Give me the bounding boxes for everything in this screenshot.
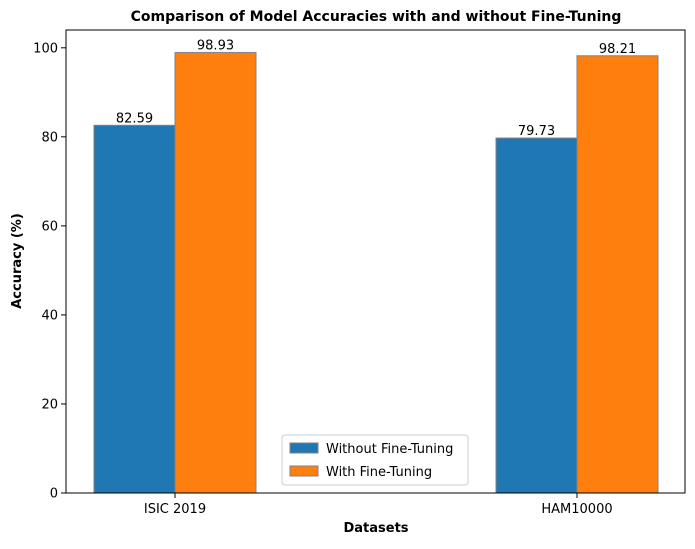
y-tick-label: 0 xyxy=(50,487,58,502)
bars-group xyxy=(93,52,659,494)
legend-box xyxy=(281,434,469,486)
y-axis: 0 20 40 60 80 100 xyxy=(33,41,66,502)
bar-with-fine-tuning-ham10000 xyxy=(576,55,659,494)
legend-label-with-fine-tuning: With Fine-Tuning xyxy=(326,465,432,480)
data-label-without-fine-tuning-ham10000: 79.73 xyxy=(518,124,555,139)
x-tick-label: HAM10000 xyxy=(541,502,612,517)
bar-without-fine-tuning-isic-2019 xyxy=(93,124,176,494)
chart-title: Comparison of Model Accuracies with and … xyxy=(131,9,622,25)
data-label-without-fine-tuning-isic-2019: 82.59 xyxy=(116,111,153,126)
legend-swatch-with-fine-tuning xyxy=(289,465,319,477)
y-tick-label: 100 xyxy=(33,41,58,56)
bar-with-fine-tuning-isic-2019 xyxy=(174,52,257,494)
x-axis: ISIC 2019 HAM10000 xyxy=(144,493,613,517)
y-tick-label: 60 xyxy=(41,219,58,234)
bar-without-fine-tuning-ham10000 xyxy=(495,137,578,494)
plot-area-frame xyxy=(65,29,686,494)
data-label-with-fine-tuning-isic-2019: 98.93 xyxy=(197,39,234,54)
legend-swatch-without-fine-tuning xyxy=(289,442,319,454)
y-tick-label: 40 xyxy=(41,308,58,323)
y-tick-label: 80 xyxy=(41,130,58,145)
x-tick-label: ISIC 2019 xyxy=(144,502,206,517)
x-axis-label: Datasets xyxy=(343,521,408,536)
y-axis-label: Accuracy (%) xyxy=(10,213,25,309)
data-label-with-fine-tuning-ham10000: 98.21 xyxy=(599,42,636,57)
legend: Without Fine-Tuning With Fine-Tuning xyxy=(281,434,469,486)
data-labels-group: 82.59 79.73 98.93 98.21 xyxy=(116,39,636,139)
y-tick-label: 20 xyxy=(41,397,58,412)
legend-label-without-fine-tuning: Without Fine-Tuning xyxy=(326,442,453,457)
